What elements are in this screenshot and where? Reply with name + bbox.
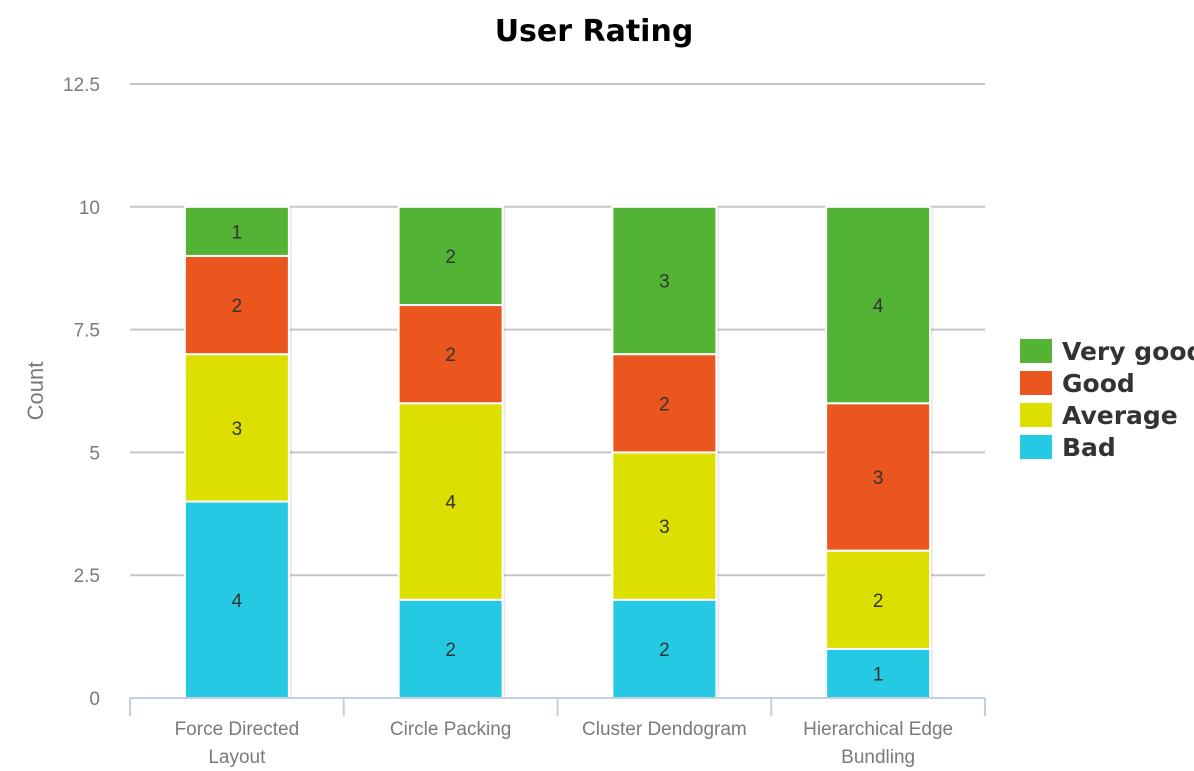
- legend-swatch: [1020, 435, 1052, 459]
- legend-label: Bad: [1062, 433, 1116, 462]
- bar-segment: [611, 205, 718, 356]
- data-label: 2: [659, 640, 670, 661]
- x-axis: Force Directed Layout Circle Packing Cluste…: [129, 697, 986, 768]
- data-label: 3: [873, 468, 884, 489]
- bars: 4 3 2 1 2 4 2 2 2 3 2 3 1 2 3 4: [183, 205, 934, 700]
- bar-segment: [397, 402, 504, 601]
- data-label: 4: [873, 296, 884, 317]
- x-category-label: Layout: [208, 747, 266, 768]
- data-label: 1: [232, 222, 243, 243]
- bar-segment: [825, 205, 932, 405]
- data-label: 3: [659, 517, 670, 538]
- data-label: 2: [445, 345, 456, 366]
- legend-label: Good: [1062, 369, 1135, 398]
- x-category-label: Cluster Dendogram: [582, 719, 747, 740]
- y-axis-ticks: 0 2.5 5 7.5 10 12.5: [63, 75, 100, 710]
- data-label: 2: [232, 296, 243, 317]
- data-label: 2: [873, 591, 884, 612]
- data-label: 4: [232, 591, 243, 612]
- data-label: 3: [659, 271, 670, 292]
- x-category-label: Circle Packing: [390, 719, 511, 740]
- legend-swatch: [1020, 371, 1052, 395]
- bar-segment: [183, 500, 290, 699]
- y-axis-label: Count: [23, 362, 48, 421]
- bar-segment: [397, 205, 504, 307]
- x-category-label: Bundling: [841, 747, 915, 768]
- y-tick-label: 10: [79, 198, 100, 219]
- legend-swatch: [1020, 339, 1052, 363]
- bar-segment: [611, 353, 718, 454]
- legend-swatch: [1020, 403, 1052, 427]
- x-category-label: Hierarchical Edge: [803, 719, 953, 740]
- y-tick-label: 12.5: [63, 75, 100, 96]
- y-tick-label: 5: [89, 443, 100, 464]
- data-label: 1: [873, 664, 884, 685]
- bar-segment: [611, 451, 718, 601]
- data-label: 2: [659, 394, 670, 415]
- data-label: 3: [232, 419, 243, 440]
- bar-segment: [397, 598, 504, 700]
- data-label: 4: [445, 493, 456, 514]
- data-label: 2: [445, 640, 456, 661]
- x-category-label: Force Directed: [175, 719, 300, 740]
- legend-label: Average: [1062, 401, 1178, 430]
- bar-segment: [825, 647, 932, 700]
- chart-title: User Rating: [495, 14, 694, 49]
- data-label: 2: [445, 247, 456, 268]
- bar-segment: [611, 598, 718, 700]
- bar-segment: [825, 549, 932, 650]
- bar-segment: [397, 304, 504, 405]
- y-tick-label: 2.5: [74, 566, 100, 587]
- legend: Very good Good Average Bad: [1020, 337, 1194, 462]
- y-tick-label: 7.5: [74, 321, 100, 342]
- legend-label: Very good: [1062, 337, 1194, 366]
- y-tick-label: 0: [89, 689, 100, 710]
- bar-segment: [183, 205, 290, 257]
- bar-segment: [183, 254, 290, 356]
- bar-segment: [183, 353, 290, 503]
